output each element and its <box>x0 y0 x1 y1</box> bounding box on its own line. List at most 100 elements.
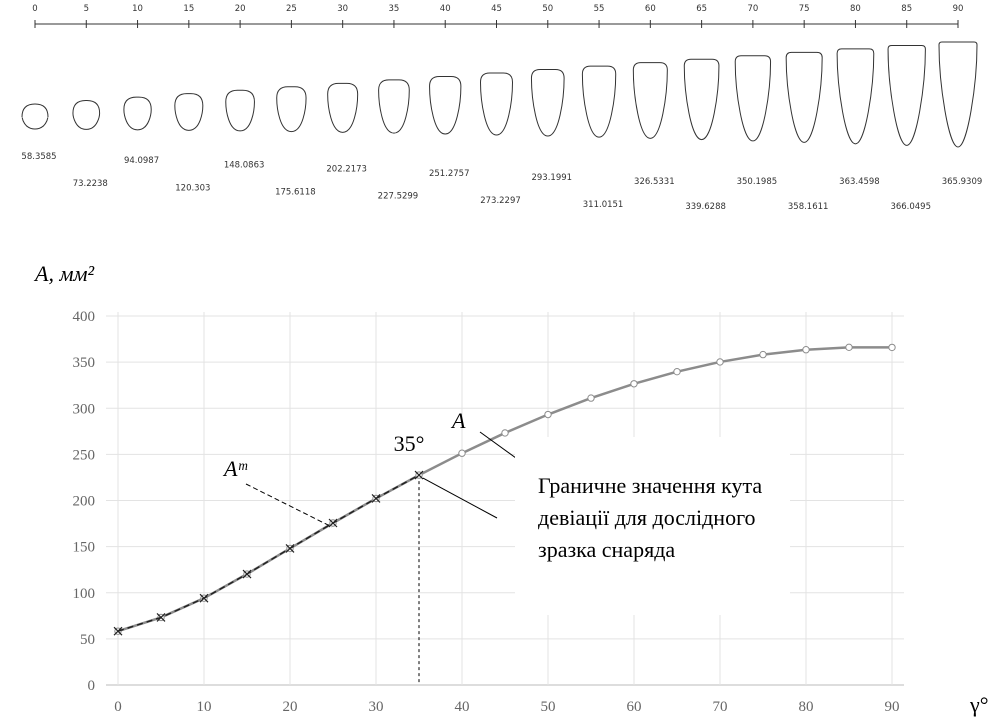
projectile-outline <box>225 89 255 132</box>
area-label: 366.0495 <box>890 202 931 212</box>
ruler-label: 25 <box>286 4 297 14</box>
ruler-label: 40 <box>440 4 451 14</box>
point <box>414 470 424 480</box>
projectile-outline <box>785 51 823 143</box>
y-axis-label: A, мм² <box>33 261 95 286</box>
projectile-outline <box>836 48 875 145</box>
x-tick-label: 20 <box>283 699 298 715</box>
note-text: Граничне значення кута <box>538 473 762 498</box>
x-tick-label: 80 <box>799 699 814 715</box>
ruler-label: 50 <box>542 4 553 14</box>
ruler-label: 60 <box>645 4 656 14</box>
ruler-label: 10 <box>132 4 143 14</box>
y-tick-label: 50 <box>80 632 95 648</box>
ruler-label: 35 <box>389 4 400 14</box>
projectile-outline <box>734 55 772 142</box>
point <box>673 367 681 376</box>
projectile-outline <box>632 62 668 139</box>
point <box>371 494 381 503</box>
point <box>242 569 252 579</box>
ruler-label: 20 <box>235 4 246 14</box>
point <box>285 543 295 553</box>
area-label: 175.6118 <box>275 188 316 198</box>
area-label: 358.1611 <box>788 202 829 212</box>
series-label: Aᵐ <box>222 456 247 481</box>
y-tick-label: 100 <box>73 586 96 602</box>
point <box>587 394 595 402</box>
y-tick-label: 300 <box>73 401 96 417</box>
ruler-label: 65 <box>696 4 707 14</box>
ruler-label: 55 <box>594 4 605 14</box>
area-label: 311.0151 <box>583 200 624 210</box>
y-tick-label: 0 <box>88 678 96 694</box>
area-label: 293.1991 <box>531 173 572 183</box>
y-tick-label: 350 <box>73 355 96 371</box>
callout-line <box>422 477 498 519</box>
area-label: 251.2757 <box>429 169 470 179</box>
projectile-outline <box>683 58 720 141</box>
note-text: зразка снаряда <box>538 537 675 562</box>
x-tick-label: 70 <box>713 699 728 715</box>
point <box>759 350 767 359</box>
point <box>716 358 724 366</box>
point <box>630 380 638 388</box>
y-tick-label: 250 <box>73 447 96 463</box>
point <box>845 343 853 352</box>
ruler-label: 15 <box>183 4 194 14</box>
area-label: 202.2173 <box>326 165 367 175</box>
projectile-outline <box>327 82 359 133</box>
area-label: 363.4598 <box>839 177 880 187</box>
point <box>113 626 123 636</box>
area-label: 350.1985 <box>737 177 778 187</box>
projectile-outline <box>123 96 152 131</box>
projectile-outline <box>479 72 514 136</box>
ruler-label: 5 <box>84 4 89 14</box>
callout-line <box>245 483 333 528</box>
note-text: девіації для дослідного <box>538 505 756 530</box>
ruler-label: 75 <box>799 4 810 14</box>
projectile-outline <box>938 41 978 148</box>
y-tick-label: 400 <box>73 309 96 325</box>
area-label: 120.303 <box>175 183 210 193</box>
projectile-outline <box>378 79 410 134</box>
ruler-label: 85 <box>901 4 912 14</box>
projectile-outline <box>581 65 617 138</box>
point <box>888 343 896 352</box>
area-label: 365.9309 <box>942 177 983 187</box>
projectile-outline <box>21 103 49 130</box>
area-label: 273.2297 <box>480 196 521 206</box>
point <box>156 613 166 622</box>
x-tick-label: 50 <box>541 699 556 715</box>
x-tick-label: 60 <box>627 699 642 715</box>
angle-annotation: 35° <box>394 431 425 456</box>
ruler-label: 80 <box>850 4 861 14</box>
x-tick-label: 10 <box>197 699 212 715</box>
ruler-label: 90 <box>953 4 964 14</box>
area-label: 227.5299 <box>378 192 419 202</box>
projectile-outline <box>174 93 204 131</box>
x-tick-label: 90 <box>885 699 900 715</box>
projectile-outline <box>530 69 565 137</box>
area-label: 326.5331 <box>634 177 675 187</box>
area-label: 148.0863 <box>224 160 265 170</box>
point <box>501 429 509 437</box>
ruler-label: 0 <box>32 4 37 14</box>
series-line <box>117 474 420 632</box>
x-tick-label: 0 <box>114 699 122 715</box>
projectile-outline <box>429 75 462 135</box>
note-box <box>515 437 790 615</box>
area-label: 73.2238 <box>73 179 108 189</box>
y-tick-label: 200 <box>73 494 96 510</box>
point <box>199 593 209 603</box>
area-label: 58.3585 <box>21 152 56 162</box>
x-tick-label: 30 <box>369 699 384 715</box>
x-axis-label: γ° <box>969 692 989 717</box>
y-tick-label: 150 <box>73 540 96 556</box>
series-label: A <box>450 408 466 433</box>
point <box>802 346 810 354</box>
area-label: 94.0987 <box>124 156 159 166</box>
ruler-label: 70 <box>747 4 758 14</box>
point <box>544 410 552 419</box>
point <box>328 518 338 528</box>
